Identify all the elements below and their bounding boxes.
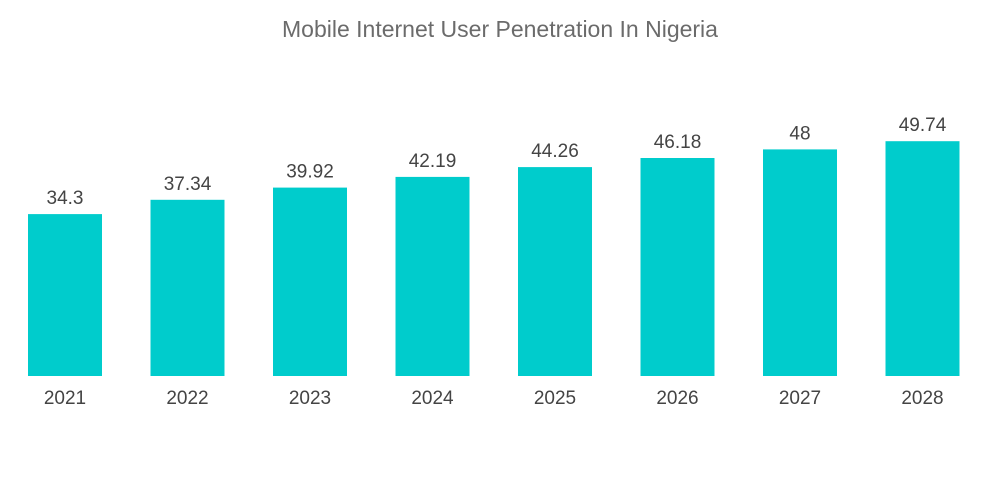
value-label-2023: 39.92: [286, 162, 334, 183]
x-tick-label-2025: 2025: [534, 388, 576, 409]
bar-2024: [395, 176, 470, 376]
x-tick-label-2028: 2028: [901, 388, 943, 409]
bar-2027: [763, 149, 837, 376]
chart-title: Mobile Internet User Penetration In Nige…: [282, 16, 718, 42]
x-tick-label-2027: 2027: [779, 388, 821, 409]
x-tick-label-2023: 2023: [289, 388, 331, 409]
x-tick-label-2022: 2022: [166, 388, 208, 409]
value-label-2022: 37.34: [164, 174, 212, 195]
value-label-2021: 34.3: [47, 188, 84, 209]
bar-2025: [518, 167, 592, 376]
bar-2023: [273, 187, 347, 376]
value-label-2025: 44.26: [531, 141, 579, 162]
bar-2022: [150, 199, 225, 376]
bar-2028: [885, 141, 960, 376]
x-tick-label-2021: 2021: [44, 388, 86, 409]
bar-2021: [28, 214, 102, 376]
value-label-2026: 46.18: [654, 132, 702, 153]
value-label-2028: 49.74: [899, 115, 947, 136]
bar-2026: [640, 158, 715, 376]
value-label-2027: 48: [789, 123, 810, 144]
value-label-2024: 42.19: [409, 151, 457, 172]
x-tick-label-2024: 2024: [411, 388, 454, 409]
x-tick-label-2026: 2026: [656, 388, 698, 409]
